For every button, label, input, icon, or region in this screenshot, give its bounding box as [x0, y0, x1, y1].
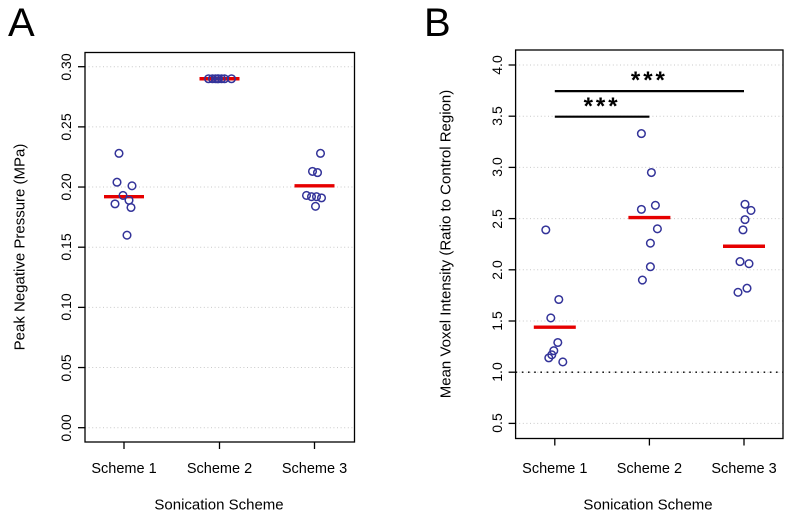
y-tick-label: 0.00 [58, 414, 74, 442]
data-point [738, 225, 748, 235]
data-point [311, 192, 322, 202]
data-point [554, 294, 564, 305]
y-tick-label: 0.10 [58, 293, 74, 321]
significance-stars: *** [630, 67, 668, 95]
data-point [740, 215, 750, 225]
data-point [740, 199, 750, 209]
panel-letter-a: A [8, 1, 35, 45]
data-point [127, 181, 137, 191]
panel-b-x-axis-label: Sonication Scheme [583, 496, 713, 514]
data-point [746, 205, 756, 215]
data-point [110, 199, 120, 209]
panel-b-y-axis-label: Mean Voxel Intensity (Ratio to Control R… [437, 89, 455, 399]
data-point [306, 192, 317, 202]
y-tick-label: 3.5 [489, 106, 505, 126]
y-tick-label: 4.0 [489, 55, 505, 75]
data-point [114, 148, 124, 158]
data-point [312, 168, 323, 178]
data-point [212, 74, 223, 84]
panel-letter-b: B [424, 1, 451, 45]
data-point [645, 262, 655, 272]
y-tick-label: 3.0 [489, 157, 505, 178]
data-point [310, 201, 321, 211]
x-category-label: Scheme 3 [281, 460, 348, 477]
data-point [650, 200, 660, 210]
data-point [742, 283, 752, 293]
data-point [207, 74, 218, 84]
data-point [636, 129, 646, 139]
y-tick-label: 0.25 [58, 113, 74, 141]
panel-a-y-axis-label: Peak Negative Pressure (MPa) [11, 143, 29, 351]
data-point [301, 190, 312, 201]
y-tick-label: 2.0 [489, 260, 505, 280]
y-tick-label: 0.15 [58, 233, 74, 261]
significance-stars: *** [583, 92, 621, 120]
data-point [553, 337, 563, 348]
y-tick-label: 0.30 [58, 53, 74, 81]
y-tick-label: 0.20 [58, 173, 74, 201]
data-point [122, 230, 132, 240]
x-category-label: Scheme 1 [522, 460, 588, 477]
y-tick-label: 1.5 [489, 311, 505, 331]
data-point [744, 259, 754, 269]
panel-a-x-axis-label: Sonication Scheme [154, 496, 284, 514]
data-point [126, 202, 136, 213]
x-category-label: Scheme 2 [186, 460, 253, 477]
x-category-label: Scheme 3 [711, 460, 777, 477]
data-point [112, 177, 122, 187]
x-category-label: Scheme 2 [616, 460, 683, 477]
data-point [652, 224, 662, 234]
data-point [637, 275, 647, 285]
y-tick-label: 0.5 [489, 413, 505, 434]
data-point [216, 74, 227, 84]
data-point [316, 193, 327, 203]
data-point [544, 353, 554, 363]
data-point [546, 313, 556, 323]
y-tick-label: 0.05 [58, 353, 74, 382]
data-point [636, 204, 646, 214]
data-point [558, 357, 568, 367]
data-point [541, 225, 551, 235]
data-point [307, 166, 318, 176]
y-tick-label: 2.5 [489, 208, 505, 229]
data-point [226, 74, 237, 84]
plot-border [84, 51, 356, 443]
data-point [733, 287, 743, 297]
plot-border [514, 49, 784, 440]
data-point [735, 257, 745, 267]
data-point [645, 238, 655, 248]
data-point [315, 148, 326, 158]
x-category-label: Scheme 1 [91, 460, 157, 477]
data-point [646, 167, 656, 178]
data-point [118, 190, 128, 201]
y-tick-label: 1.0 [489, 362, 505, 382]
